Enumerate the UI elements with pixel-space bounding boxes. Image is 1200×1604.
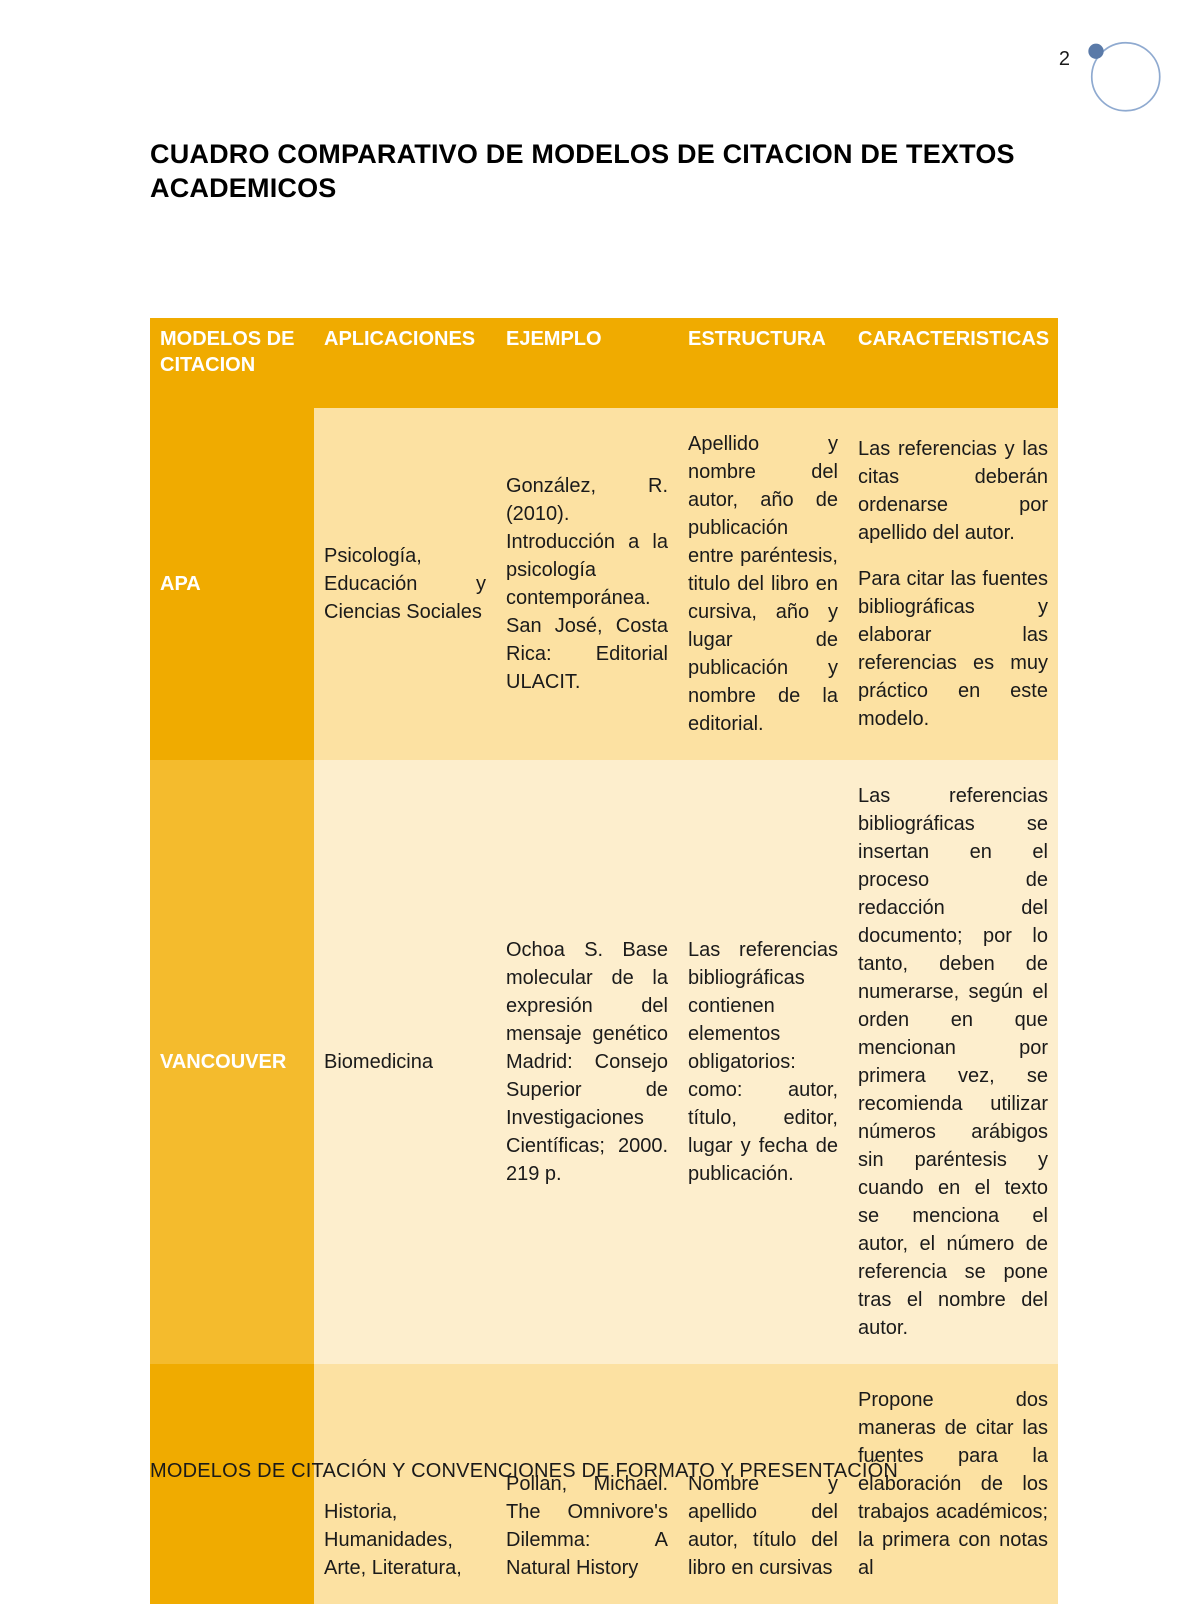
table-header-row: MODELOS DE CITACION APLICACIONES EJEMPLO… — [150, 318, 1058, 408]
cell-characteristics: Propone dos maneras de citar las fuentes… — [848, 1364, 1058, 1604]
cell-example: González, R. (2010). Introducción a la p… — [496, 408, 678, 760]
col-header-structure: ESTRUCTURA — [678, 318, 848, 408]
cell-structure: Nombre y apellido del autor, título del … — [678, 1364, 848, 1604]
col-header-model: MODELOS DE CITACION — [150, 318, 314, 408]
cell-structure: Las referencias bibliográficas contienen… — [678, 760, 848, 1364]
characteristics-para: Para citar las fuentes bibliográficas y … — [858, 565, 1048, 733]
characteristics-para: Las referencias bibliográficas se insert… — [858, 782, 1048, 1342]
col-header-applications: APLICACIONES — [314, 318, 496, 408]
cell-model: VANCOUVER — [150, 760, 314, 1364]
page-number: 2 — [1059, 48, 1070, 71]
table-row: Historia, Humanidades, Arte, Literatura,… — [150, 1364, 1058, 1604]
characteristics-para: Las referencias y las citas deberán orde… — [858, 435, 1048, 547]
content-area: CUADRO COMPARATIVO DE MODELOS DE CITACIO… — [150, 138, 1058, 1604]
col-header-characteristics: CARACTERISTICAS — [848, 318, 1058, 408]
footer-text: MODELOS DE CITACIÓN Y CONVENCIONES DE FO… — [150, 1460, 898, 1483]
cell-applications: Biomedicina — [314, 760, 496, 1364]
page-title: CUADRO COMPARATIVO DE MODELOS DE CITACIO… — [150, 138, 1058, 206]
cell-example: Pollan, Michael. The Omnivore's Dilemma:… — [496, 1364, 678, 1604]
table-row: APA Psicología, Educación y Ciencias Soc… — [150, 408, 1058, 760]
cell-applications: Historia, Humanidades, Arte, Literatura, — [314, 1364, 496, 1604]
characteristics-para: Propone dos maneras de citar las fuentes… — [858, 1386, 1048, 1582]
table-row: VANCOUVER Biomedicina Ochoa S. Base mole… — [150, 760, 1058, 1364]
cell-structure: Apellido y nombre del autor, año de publ… — [678, 408, 848, 760]
cell-model — [150, 1364, 314, 1604]
cell-characteristics: Las referencias bibliográficas se insert… — [848, 760, 1058, 1364]
cell-characteristics: Las referencias y las citas deberán orde… — [848, 408, 1058, 760]
cell-example: Ochoa S. Base molecular de la expresión … — [496, 760, 678, 1364]
cell-model: APA — [150, 408, 314, 760]
col-header-example: EJEMPLO — [496, 318, 678, 408]
cell-applications: Psicología, Educación y Ciencias Sociale… — [314, 408, 496, 760]
comparison-table: MODELOS DE CITACION APLICACIONES EJEMPLO… — [150, 318, 1058, 1604]
corner-decoration — [1079, 30, 1164, 115]
